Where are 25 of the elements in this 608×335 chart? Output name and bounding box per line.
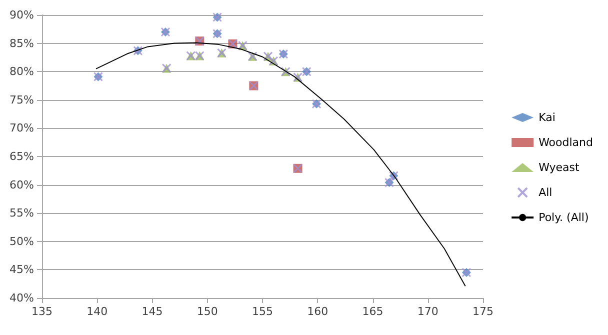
legend-label: Wyeast [538,161,580,174]
x-tick-label: 160 [307,305,328,318]
x-tick-label: 165 [362,305,384,318]
y-tick-label: 85% [10,36,34,50]
x-tick-label: 170 [417,305,438,318]
y-tick-label: 80% [10,65,34,78]
y-tick-label: 50% [10,234,34,248]
y-tick-label: 45% [10,263,34,276]
legend-label: Kai [538,111,556,124]
y-tick-label: 65% [10,150,34,163]
y-tick-label: 40% [10,292,34,304]
x-tick-label: 155 [252,305,273,318]
x-tick-label: 135 [32,305,52,318]
y-tick-label: 75% [10,93,34,106]
legend-label: Poly. (All) [538,211,589,224]
x-tick-label: 150 [196,305,218,318]
x-tick-label: 175 [472,305,494,318]
legend-label: Woodland [538,136,594,149]
y-tick-label: 90% [10,8,34,22]
y-tick-label: 55% [10,206,34,220]
legend-label: All [538,186,552,199]
x-tick-label: 140 [86,305,108,318]
y-tick-label: 60% [10,178,34,192]
x-tick-label: 145 [142,305,163,318]
y-tick-label: 70% [10,122,34,135]
